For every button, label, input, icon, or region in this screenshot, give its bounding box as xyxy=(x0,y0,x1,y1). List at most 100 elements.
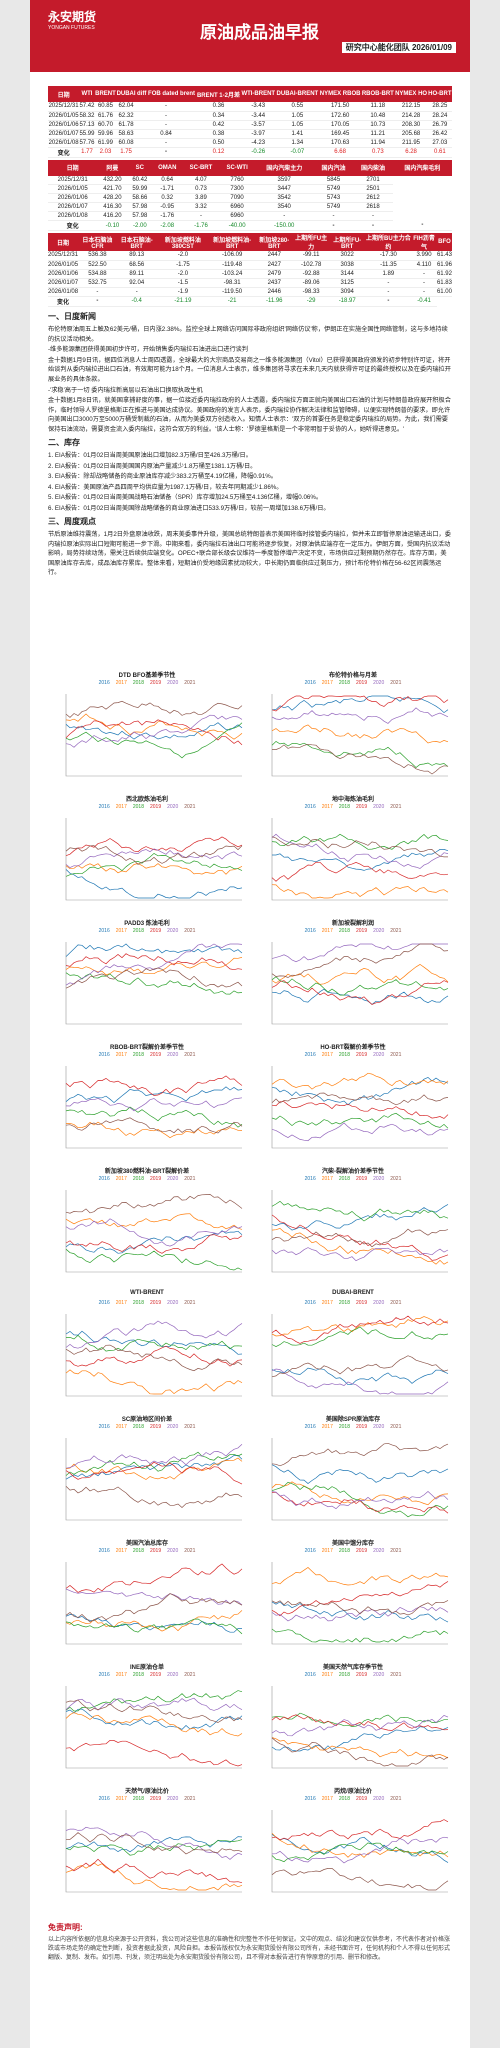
series-line xyxy=(271,1355,449,1378)
chart-panel: 美国汽油总库存 2016 2017 2018 2019 2020 2021 xyxy=(48,1538,246,1678)
row-date: 2026/01/08 xyxy=(48,138,80,148)
series-line xyxy=(271,988,449,1005)
chart-plot xyxy=(65,1438,243,1521)
table-cell: 522.50 xyxy=(78,260,117,270)
series-line xyxy=(271,1726,449,1752)
chart-axes xyxy=(271,694,448,777)
series-line xyxy=(272,849,449,871)
row-date: 2026/01/07 xyxy=(48,202,98,212)
change-cell: -40.00 xyxy=(219,220,255,231)
series-line xyxy=(65,1486,243,1508)
row-date: 2026/01/07 xyxy=(48,129,80,139)
series-line xyxy=(65,1563,243,1593)
chart-axes xyxy=(65,1190,242,1273)
series-line xyxy=(65,1862,243,1891)
chart-axes xyxy=(65,1438,242,1521)
legend-item: 2019 xyxy=(356,1176,368,1182)
chart-plot xyxy=(271,1810,449,1893)
table-cell: 10.48 xyxy=(361,111,395,121)
column-header: DUBAI-BRENT xyxy=(275,86,320,102)
legend-item: 2017 xyxy=(115,1548,127,1554)
legend-item: 2019 xyxy=(150,1796,162,1802)
chart-legend: 2016 2017 2018 2019 2020 2021 xyxy=(48,1796,246,1806)
chart-axes xyxy=(271,1562,448,1645)
change-cell: 1.77 xyxy=(79,147,95,158)
table-cell: 0.50 xyxy=(196,138,241,148)
series-line xyxy=(271,1836,449,1864)
change-cell: - xyxy=(353,220,393,231)
chart-axes xyxy=(271,1686,448,1769)
series-line xyxy=(271,695,449,714)
series-line xyxy=(271,1833,449,1858)
legend-item: 2016 xyxy=(98,804,110,810)
chart-panel: 布伦特价格与月差 2016 2017 2018 2019 2020 2021 xyxy=(254,670,452,810)
column-header: diff FOB dated brent xyxy=(135,86,197,102)
report-title: 原油成品油早报 xyxy=(200,23,319,42)
inventory-item: 3. EIA报告：除却战略储备的商业原油库存减少383.2万桶至4.19亿桶，降… xyxy=(48,473,277,481)
change-cell: -0.41 xyxy=(411,296,437,307)
table-cell: -3.57 xyxy=(240,120,276,130)
legend-item: 2021 xyxy=(390,1176,402,1182)
table-cell: 2479 xyxy=(255,269,294,279)
change-cell: 0.61 xyxy=(427,147,452,158)
chart-title: INE原油仓单 xyxy=(129,1665,164,1671)
legend-item: 2018 xyxy=(338,1052,350,1058)
column-header: SC-BRT xyxy=(182,159,220,176)
series-line xyxy=(65,1086,243,1104)
table-cell: -92.88 xyxy=(293,269,329,279)
table-cell: -89.06 xyxy=(293,278,329,288)
chart-axes xyxy=(65,818,242,901)
column-header: 阿曼 xyxy=(97,159,128,176)
chart-legend: 2016 2017 2018 2019 2020 2021 xyxy=(254,1672,452,1682)
disclaimer: 免责声明: 以上内容所依据的信息均来源于公开资料，我公司对这些信息的准确性和完整… xyxy=(48,1922,452,1963)
series-line xyxy=(271,740,449,768)
legend-item: 2021 xyxy=(184,680,196,686)
column-header: 国内汽柴主力 xyxy=(254,159,314,176)
table-cell: 61.43 xyxy=(436,251,452,261)
series-line xyxy=(271,963,449,985)
chart-panel: 美国中馏分库存 2016 2017 2018 2019 2020 2021 xyxy=(254,1538,452,1678)
chart-legend: 2016 2017 2018 2019 2020 2021 xyxy=(254,1300,452,1310)
table-cell: - xyxy=(365,278,412,288)
chart-axes xyxy=(271,1438,448,1521)
series-line xyxy=(65,1832,243,1855)
legend-item: 2018 xyxy=(132,928,144,934)
table-cell: 214.28 xyxy=(394,111,428,121)
table-cell: -3.44 xyxy=(240,111,276,121)
table-cell: 1.05 xyxy=(275,120,320,130)
column-header: 国内柴油 xyxy=(353,159,393,176)
news-heading: 一、日度新闻 xyxy=(48,311,96,321)
legend-item: 2016 xyxy=(304,1424,316,1430)
table-cell: 3.89 xyxy=(182,193,220,203)
table-cell: - xyxy=(135,102,197,112)
legend-item: 2016 xyxy=(304,1300,316,1306)
series-line xyxy=(271,836,448,858)
legend-item: 2018 xyxy=(132,1300,144,1306)
legend-item: 2017 xyxy=(115,1796,127,1802)
chart-plot xyxy=(271,818,449,901)
series-line xyxy=(65,1451,243,1476)
legend-item: 2019 xyxy=(356,1300,368,1306)
table-cell: 432.20 xyxy=(97,175,128,185)
legend-item: 2018 xyxy=(338,680,350,686)
table-cell: 61.78 xyxy=(116,120,136,130)
table-cell: 2501 xyxy=(353,184,393,194)
legend-item: 2018 xyxy=(338,1176,350,1182)
chart-plot xyxy=(65,1810,243,1893)
chart-panel: 汽柴-裂解油价差季节性 2016 2017 2018 2019 2020 2021 xyxy=(254,1166,452,1306)
change-cell: 6.68 xyxy=(319,147,362,158)
chart-title: 新加坡380燃料油-BRT裂解价差 xyxy=(104,1169,190,1175)
legend-item: 2018 xyxy=(338,1548,350,1554)
series-line xyxy=(271,1204,449,1231)
table-cell: 3.990 xyxy=(411,251,437,261)
table-cell: -99.11 xyxy=(293,251,329,261)
table-cell: 0.32 xyxy=(152,193,183,203)
series-line xyxy=(271,1072,449,1090)
table-cell: 212.15 xyxy=(394,102,428,112)
column-header: HO-BRT xyxy=(427,86,452,102)
chart-title: 美国天然气库存季节性 xyxy=(322,1665,383,1671)
change-cell: - xyxy=(78,296,117,307)
table-cell: 4.07 xyxy=(182,175,220,185)
series-line xyxy=(271,943,448,963)
news-paragraph: 金十数据1月8日讯，就美国拿捕舒度的事，据一位接近委内瑞拉政府的人士透露，委内瑞… xyxy=(48,397,451,433)
